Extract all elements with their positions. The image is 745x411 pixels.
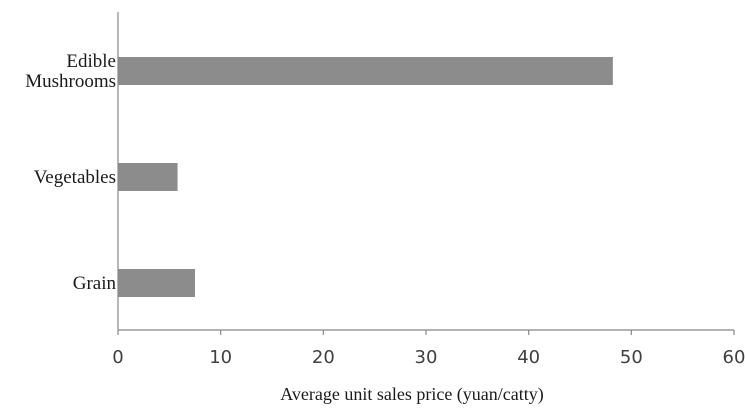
bar-grain bbox=[118, 269, 195, 297]
category-label: Grain bbox=[73, 273, 117, 294]
x-tick-label: 60 bbox=[723, 347, 745, 368]
x-ticks-group: 0 10 20 30 40 50 60 bbox=[112, 330, 745, 368]
x-tick-label: 40 bbox=[517, 347, 540, 368]
bar-edible-mushrooms bbox=[118, 57, 613, 85]
category-label: Vegetables bbox=[34, 167, 116, 188]
bars-group bbox=[118, 57, 613, 297]
x-tick-label: 10 bbox=[209, 347, 232, 368]
x-axis-title: Average unit sales price (yuan/catty) bbox=[280, 384, 544, 405]
category-label: Edible bbox=[66, 51, 116, 72]
x-tick-label: 30 bbox=[415, 347, 438, 368]
bar-vegetables bbox=[118, 163, 178, 191]
x-tick-label: 50 bbox=[620, 347, 643, 368]
category-label: Mushrooms bbox=[25, 71, 116, 92]
x-tick-label: 20 bbox=[312, 347, 335, 368]
x-tick-label: 0 bbox=[112, 347, 123, 368]
